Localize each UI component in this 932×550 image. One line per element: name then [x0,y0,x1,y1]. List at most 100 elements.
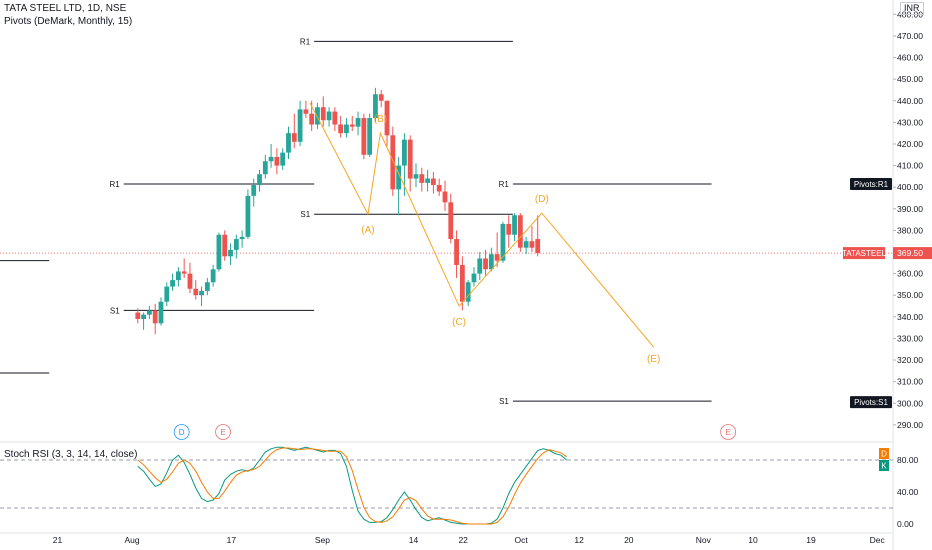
candle-body [338,124,344,134]
pattern-point-label: (C) [452,317,466,328]
symbol-tag-text: TATASTEEL [842,249,887,258]
candle-body [454,239,459,265]
candle [187,262,193,294]
candle-body [512,215,517,235]
price-tick-label: 320.00 [897,355,923,365]
candle [297,100,303,147]
candle [175,267,181,287]
candle [378,89,384,108]
time-tick-label: 10 [748,535,758,545]
price-tick-label: 400.00 [897,182,923,192]
candle-body [500,223,506,261]
candle-body [204,282,210,291]
candle-body [535,239,541,254]
candle [517,213,523,253]
time-tick-label: Oct [515,535,529,545]
stoch-tick-label: 80.00 [897,455,919,465]
candle-body [332,111,338,125]
candle-body [361,118,367,155]
candle-body [390,135,396,190]
dividend-event-marker: D [173,424,190,440]
candle-body [402,139,407,166]
candle-body [164,286,170,302]
candle [477,252,483,281]
pivot-axis-tag-text: Pivots:R1 [854,180,889,189]
candle-body [355,118,361,127]
pivot-label: R1 [499,180,510,189]
time-tick-label: Nov [696,535,712,545]
candle-body [251,185,257,196]
stoch-series-k [137,446,568,525]
price-tick-label: 410.00 [897,161,923,171]
currency-badge[interactable]: INR [900,2,924,15]
candle [436,178,442,196]
candle [384,100,390,147]
candles-layer [135,87,541,335]
pivot-label: S1 [499,397,509,406]
candle-body [320,107,326,121]
stoch-legend-tag: D [879,448,889,459]
candle [512,213,517,242]
candle [465,280,471,307]
candle-body [315,107,320,125]
candle [396,156,402,216]
candle-body [146,310,152,315]
event-circle [173,424,190,440]
axes-layer: 290.00 300.00 310.00 320.00 330.00 340.00 350.… [53,9,932,545]
candle [523,236,529,255]
candle-body [158,301,164,324]
candle [442,180,448,211]
candle [413,163,419,188]
candle [326,107,332,127]
candle [471,267,477,287]
price-tick-label: 430.00 [897,117,923,127]
candle [488,247,494,272]
candle-body [373,94,378,119]
candle-body [309,113,315,125]
pivot-axis-tag-bg [850,396,892,409]
price-tick-label: 460.00 [897,53,923,63]
price-tick-label: 390.00 [897,204,923,214]
price-tick-label: 360.00 [897,269,923,279]
time-tick-label: 14 [409,535,419,545]
pivot-label: R1 [300,37,311,46]
candle-body [199,290,204,296]
candle [315,102,320,129]
candle-body [459,264,465,302]
pattern-point-label: (B) [374,114,387,125]
candle-body [396,165,402,190]
event-letter: D [179,428,185,437]
price-tick-label: 340.00 [897,312,923,322]
candle [152,303,158,335]
time-tick-label: 17 [227,535,237,545]
candle [257,169,262,192]
candle-body [523,241,529,248]
candle [448,193,454,244]
earnings-event-marker: E [215,424,231,440]
candle [274,148,280,175]
candle [419,167,425,192]
candle-body [141,314,146,319]
last-price-value: 369.50 [897,248,923,258]
time-tick-label: Dec [870,535,886,545]
candle-body [349,124,355,127]
price-tick-label: 330.00 [897,333,923,343]
candle [373,87,378,123]
candle-body [152,310,158,324]
candle [222,230,228,261]
pivot-axis-tag-text: Pivots:S1 [854,398,888,407]
candle-body [291,133,297,142]
candle [338,115,344,138]
event-letter: E [220,428,225,437]
pattern-line [309,102,655,348]
candle-body [326,111,332,121]
candle [454,230,459,278]
candle [320,96,326,127]
candle [286,126,291,160]
stoch-legend-bg [879,448,889,459]
pivot-axis-tag: Pivots:S1 [850,396,892,409]
candle [506,215,512,248]
candle [407,135,413,192]
